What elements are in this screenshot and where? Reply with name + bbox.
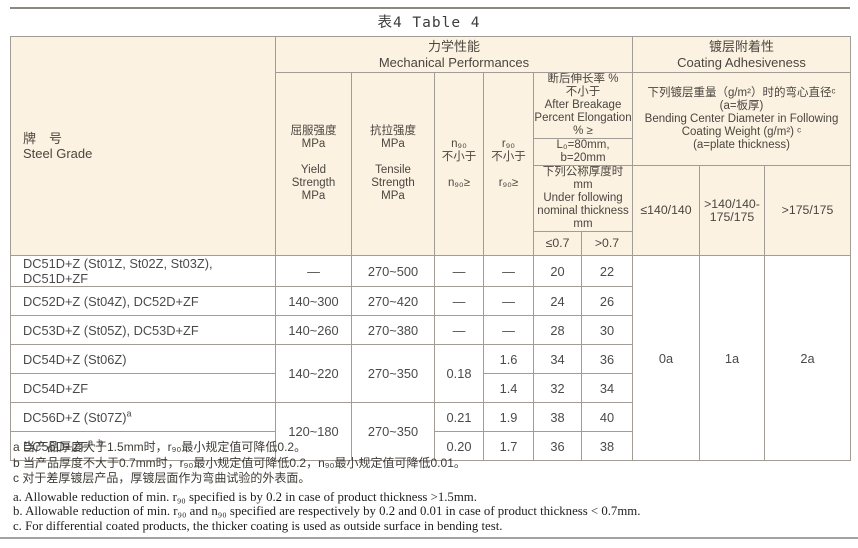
- grade-footnote-marker: a, b: [88, 437, 104, 448]
- cell-elong-gt07: 40: [581, 402, 633, 432]
- header-thickness-gt07: >0.7: [581, 231, 633, 256]
- cell-yield: 140~220: [275, 344, 352, 403]
- grade-label: DC51D+Z (St01Z, St02Z, St03Z), DC51D+ZF: [23, 256, 213, 286]
- top-rule: [10, 7, 850, 9]
- cell-r90: 1.9: [483, 402, 534, 432]
- header-elongation: 断后伸长率 % 不小于 After Breakage Percent Elong…: [533, 72, 633, 139]
- header-coating-weight-2: >140/140- 175/175: [699, 165, 765, 256]
- header-group-row: 牌 号 Steel Grade 力学性能 Mechanical Performa…: [10, 36, 851, 256]
- cell-elong-gt07: 38: [581, 431, 633, 461]
- cell-yield: 140~300: [275, 286, 352, 316]
- grade-label: DC54D+Z (St06Z): [23, 351, 127, 367]
- cell-r90: 1.7: [483, 431, 534, 461]
- grade-footnote-marker: a: [126, 408, 132, 419]
- cell-n90: —: [434, 286, 484, 316]
- header-mechanical-performances: 力学性能 Mechanical Performances: [275, 36, 633, 73]
- header-coating-adhesiveness: 镀层附着性 Coating Adhesiveness: [632, 36, 851, 73]
- cell-elong-le07: 24: [533, 286, 582, 316]
- header-steel-grade: 牌 号 Steel Grade: [10, 36, 276, 256]
- cell-elong-le07: 38: [533, 402, 582, 432]
- table-row: DC54D+ZF 1.4 32 34: [10, 373, 851, 403]
- header-coating-weight-1: ≤140/140: [632, 165, 700, 256]
- cell-grade: DC52D+Z (St04Z), DC52D+ZF: [10, 286, 276, 316]
- cell-elong-le07: 34: [533, 344, 582, 374]
- footnote-en-c: c. For differential coated products, the…: [13, 519, 503, 534]
- footnotes-english: a. Allowable reduction of min. r₉₀ speci…: [13, 490, 843, 534]
- cell-tensile: 270~350: [351, 402, 435, 461]
- cell-elong-le07: 32: [533, 373, 582, 403]
- cell-r90: —: [483, 315, 534, 345]
- bottom-rule: [0, 537, 858, 539]
- cell-grade: DC56D+Z (St07Z)a: [10, 402, 276, 432]
- cell-elong-gt07: 34: [581, 373, 633, 403]
- cell-grade: DC56D+ZFa, b: [10, 431, 276, 461]
- cell-yield: —: [275, 255, 352, 287]
- header-yield-strength: 屈服强度 MPa Yield Strength MPa: [275, 72, 352, 256]
- footnote-en-b: b. Allowable reduction of min. r₉₀ and n…: [13, 504, 641, 519]
- cell-elong-le07: 36: [533, 431, 582, 461]
- header-n90: n₉₀ 不小于 n₉₀≥: [434, 72, 484, 256]
- header-row-thickness: 下列公称厚度时 mm Under following nominal thick…: [11, 165, 851, 256]
- header-coating-description: 下列镀层重量（g/m²）时的弯心直径ᶜ (a=板厚) Bending Cente…: [632, 72, 851, 166]
- header-nominal-thickness: 下列公称厚度时 mm Under following nominal thick…: [533, 165, 633, 232]
- header-coating-weight-3: >175/175: [764, 165, 851, 256]
- cell-coating-1a: 1a: [699, 255, 765, 461]
- table-row: DC51D+Z (St01Z, St02Z, St03Z), DC51D+ZF …: [10, 255, 851, 461]
- cell-r90: 1.6: [483, 344, 534, 374]
- cell-n90: —: [434, 315, 484, 345]
- cell-tensile: 270~350: [351, 344, 435, 403]
- grade-label: DC53D+Z (St05Z), DC53D+ZF: [23, 322, 199, 338]
- cell-n90: —: [434, 255, 484, 287]
- grade-label: DC52D+Z (St04Z), DC52D+ZF: [23, 293, 199, 309]
- cell-r90: —: [483, 286, 534, 316]
- header-row-thickness-cols: ≤0.7 >0.7: [11, 231, 851, 256]
- cell-coating-0a: 0a: [632, 255, 700, 461]
- cell-n90: 0.18: [434, 344, 484, 403]
- cell-elong-le07: 20: [533, 255, 582, 287]
- grade-label: DC56D+ZF: [23, 438, 89, 454]
- header-row-2: 屈服强度 MPa Yield Strength MPa 抗拉强度 MPa Ten…: [11, 72, 851, 256]
- cell-elong-gt07: 22: [581, 255, 633, 287]
- cell-elong-gt07: 26: [581, 286, 633, 316]
- cell-grade: DC54D+ZF: [10, 373, 276, 403]
- cell-elong-gt07: 36: [581, 344, 633, 374]
- table-row: DC52D+Z (St04Z), DC52D+ZF 140~300 270~42…: [10, 286, 851, 316]
- footnote-cn-b: b 当产品厚度不大于0.7mm时，r₉₀最小规定值可降低0.2，n₉₀最小规定值…: [13, 455, 466, 470]
- table-title: 表4 Table 4: [377, 15, 481, 31]
- grade-label: DC54D+ZF: [23, 380, 89, 396]
- cell-r90: 1.4: [483, 373, 534, 403]
- header-thickness-le07: ≤0.7: [533, 231, 582, 256]
- cell-grade: DC51D+Z (St01Z, St02Z, St03Z), DC51D+ZF: [10, 255, 276, 287]
- cell-tensile: 270~420: [351, 286, 435, 316]
- cell-elong-gt07: 30: [581, 315, 633, 345]
- cell-yield: 140~260: [275, 315, 352, 345]
- spec-table: 牌 号 Steel Grade 力学性能 Mechanical Performa…: [10, 36, 851, 461]
- cell-coating-2a: 2a: [764, 255, 851, 461]
- footnotes-block: a 当产品厚度大于1.5mm时，r₉₀最小规定值可降低0.2。 b 当产品厚度不…: [13, 440, 843, 534]
- header-r90: r₉₀ 不小于 r₉₀≥: [483, 72, 534, 256]
- cell-yield: 120~180: [275, 402, 352, 461]
- header-gauge-note: L₀=80mm, b=20mm: [533, 138, 633, 166]
- table-row: DC56D+ZFa, b 0.20 1.7 36 38: [10, 431, 851, 461]
- cell-grade: DC53D+Z (St05Z), DC53D+ZF: [10, 315, 276, 345]
- cell-elong-le07: 28: [533, 315, 582, 345]
- table-row: DC56D+Z (St07Z)a 120~180 270~350 0.21 1.…: [10, 402, 851, 461]
- cell-r90: —: [483, 255, 534, 287]
- header-tensile-strength: 抗拉强度 MPa Tensile Strength MPa: [351, 72, 435, 256]
- footnote-cn-c: c 对于差厚镀层产品，厚镀层面作为弯曲试验的外表面。: [13, 471, 311, 485]
- grade-label: DC56D+Z (St07Z): [23, 409, 127, 425]
- cell-n90: 0.20: [434, 431, 484, 461]
- footnote-en-a: a. Allowable reduction of min. r₉₀ speci…: [13, 489, 477, 504]
- footnotes-chinese: a 当产品厚度大于1.5mm时，r₉₀最小规定值可降低0.2。 b 当产品厚度不…: [13, 440, 843, 487]
- table-row: DC54D+Z (St06Z) 140~220 270~350 0.18 1.6…: [10, 344, 851, 403]
- cell-grade: DC54D+Z (St06Z): [10, 344, 276, 374]
- cell-tensile: 270~500: [351, 255, 435, 287]
- cell-n90: 0.21: [434, 402, 484, 432]
- footnote-cn-a: a 当产品厚度大于1.5mm时，r₉₀最小规定值可降低0.2。: [13, 440, 307, 454]
- cell-tensile: 270~380: [351, 315, 435, 345]
